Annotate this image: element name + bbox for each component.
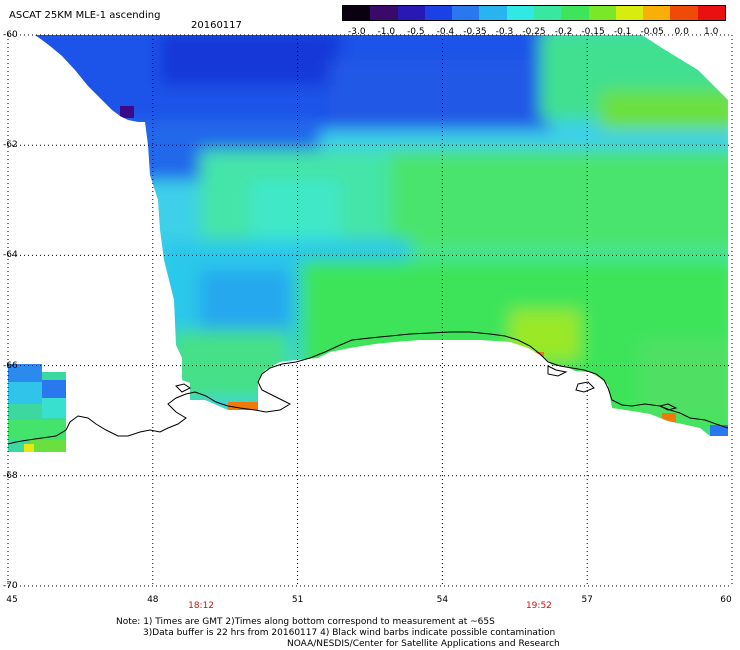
colorbar-swatch bbox=[561, 6, 589, 20]
lon-tick-label: 60 bbox=[720, 595, 732, 605]
lon-tick-label: 51 bbox=[291, 595, 304, 605]
colorbar-swatch bbox=[397, 6, 425, 20]
lon-tick-label: 57 bbox=[581, 595, 593, 605]
colorbar-swatch bbox=[643, 6, 671, 20]
colorbar-tick-label: -0.5 bbox=[407, 27, 425, 37]
lat-tick-label: -68 bbox=[3, 470, 18, 481]
colorbar-swatch bbox=[588, 6, 616, 20]
footer-note-1: Note: 1) Times are GMT 2)Times along bot… bbox=[116, 617, 495, 627]
product-title: ASCAT 25KM MLE-1 ascending bbox=[9, 10, 161, 21]
colorbar-tick-label: 0.0 bbox=[674, 27, 689, 37]
colorbar-swatch bbox=[506, 6, 534, 20]
coastline bbox=[7, 331, 729, 445]
colorbar-tick-label: -0.35 bbox=[463, 27, 487, 37]
lon-tick-label: 48 bbox=[147, 595, 159, 605]
colorbar-swatch bbox=[370, 6, 398, 20]
colorbar-tick-label: -3.0 bbox=[347, 27, 366, 37]
lat-tick-label: -64 bbox=[3, 250, 18, 261]
footer-note-3: NOAA/NESDIS/Center for Satellite Applica… bbox=[287, 639, 560, 649]
colorbar-tick-label: -0.25 bbox=[522, 27, 546, 37]
colorbar bbox=[342, 5, 726, 21]
pass-time-label: 18:12 bbox=[188, 601, 215, 611]
wind-data-field bbox=[8, 35, 728, 452]
map-grid bbox=[7, 34, 733, 587]
colorbar-tick-label: -0.05 bbox=[640, 27, 664, 37]
colorbar-swatch bbox=[452, 6, 480, 20]
colorbar-swatch bbox=[343, 6, 371, 20]
lon-tick-label: 45 bbox=[6, 595, 18, 605]
pass-time-label: 19:52 bbox=[525, 601, 552, 611]
colorbar-labels: -3.0 -1.0 -0.5 -0.4 -0.35 -0.3 -0.25 -0.2 -0.15-… bbox=[342, 27, 726, 39]
colorbar-swatch bbox=[533, 6, 562, 20]
colorbar-swatch bbox=[615, 6, 644, 20]
colorbar-tick-label: -0.1 bbox=[613, 27, 632, 37]
colorbar-swatch bbox=[424, 6, 453, 20]
colorbar-swatch bbox=[479, 6, 507, 20]
lon-tick-label: 54 bbox=[436, 595, 449, 605]
footer-note-2: 3)Data buffer is 22 hrs from 20160117 4)… bbox=[143, 628, 556, 638]
lat-tick-label: -70 bbox=[3, 581, 18, 591]
colorbar-tick-label: -0.4 bbox=[436, 27, 455, 37]
lat-tick-label: -66 bbox=[3, 360, 18, 371]
colorbar-swatch bbox=[670, 6, 698, 20]
lat-tick-label: -60 bbox=[3, 30, 18, 40]
colorbar-tick-label: -0.3 bbox=[495, 27, 514, 37]
colorbar-tick-label: -1.0 bbox=[377, 27, 396, 37]
colorbar-swatch bbox=[697, 6, 725, 20]
product-date: 20160117 bbox=[191, 20, 242, 31]
colorbar-tick-label: -0.15 bbox=[581, 27, 605, 37]
lat-tick-label: -62 bbox=[3, 140, 18, 151]
colorbar-tick-label: -0.2 bbox=[554, 27, 573, 37]
colorbar-tick-label: 1.0 bbox=[704, 27, 719, 37]
